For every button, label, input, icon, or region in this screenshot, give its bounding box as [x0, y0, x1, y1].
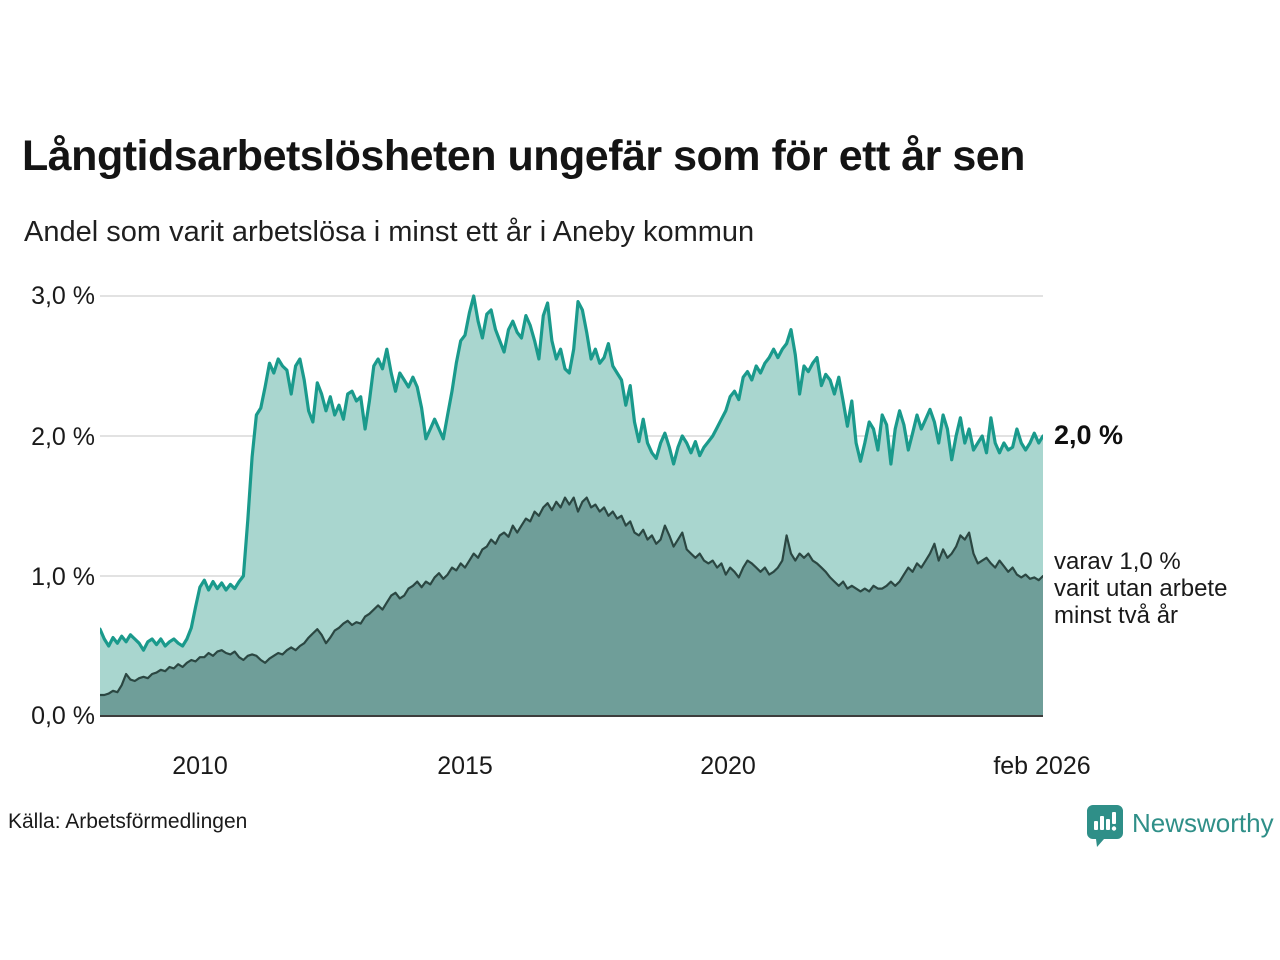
chart-subtitle: Andel som varit arbetslösa i minst ett å… [24, 216, 755, 248]
y-tick-0: 0,0 % [31, 702, 95, 730]
newsworthy-icon [1087, 805, 1123, 847]
chart-title: Långtidsarbetslösheten ungefär som för e… [22, 132, 1025, 180]
plot-svg [100, 294, 1043, 717]
x-tick-2020: 2020 [700, 752, 756, 780]
brand-logo: Newsworthy [1086, 804, 1274, 848]
x-tick-feb-2026: feb 2026 [993, 752, 1091, 780]
brand-name: Newsworthy [1132, 808, 1274, 838]
end-value-label-two-years: varav 1,0 % varit utan arbete minst två … [1054, 548, 1227, 629]
line-two-years [100, 496, 1043, 697]
y-tick-2: 2,0 % [31, 423, 95, 451]
x-tick-2015: 2015 [437, 752, 493, 780]
area-two-years [100, 497, 1043, 716]
end-value-label-line3: minst två år [1054, 602, 1179, 629]
line-total [100, 294, 1043, 652]
y-tick-1: 1,0 % [31, 563, 95, 591]
x-tick-2010: 2010 [172, 752, 228, 780]
end-value-label-total: 2,0 % [1054, 420, 1124, 450]
end-value-label-line2: varit utan arbete [1054, 575, 1228, 602]
source-text: Källa: Arbetsförmedlingen [8, 810, 248, 833]
end-value-label-line1: varav 1,0 % [1054, 548, 1181, 575]
y-tick-3: 3,0 % [31, 282, 95, 310]
